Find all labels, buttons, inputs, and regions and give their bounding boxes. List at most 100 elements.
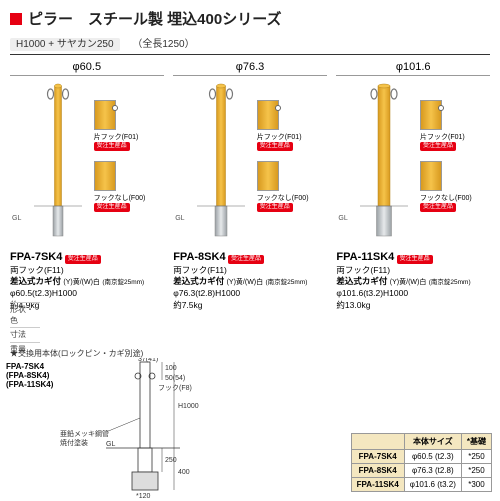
svg-text:50(54): 50(54)	[165, 375, 185, 382]
table-row: FPA-11SK4φ101.6 (t3.2)*300	[351, 478, 491, 492]
callout-single-hook: 片フック(F01) 受注生産品	[420, 100, 490, 151]
variant-column: φ101.6	[336, 59, 490, 311]
model-info: FPA-11SK4 受注生産品 両フック(F11) 差込式カギ付 (Y)黄/(W…	[336, 250, 490, 311]
thumb-icon	[420, 161, 442, 191]
badge: 受注生産品	[397, 255, 433, 264]
callout-label: 片フック(F01)	[420, 132, 465, 142]
diagram-paren-codes: (FPA-8SK4) (FPA-11SK4)	[6, 371, 53, 389]
weight: 約13.0kg	[336, 300, 370, 310]
table-body: FPA-7SK4φ60.5 (t2.3)*250FPA-8SK4φ76.3 (t…	[351, 450, 491, 492]
badge: 受注生産品	[257, 203, 293, 212]
callout-label: 片フック(F01)	[257, 132, 302, 142]
header-square-icon	[10, 13, 22, 25]
product-illustration: GL 片フック(F01) 受注生産品 フックなし(F00) 受注生産品	[10, 80, 164, 250]
svg-text:100: 100	[165, 365, 177, 372]
tech-diagram: FPA-7SK4 (FPA-8SK4) (FPA-11SK4) GL 37(41…	[10, 358, 250, 498]
table-header	[351, 434, 404, 450]
callout-no-hook: フックなし(F00) 受注生産品	[420, 161, 490, 212]
hook-type: 両フック(F11)	[173, 265, 227, 275]
callout-no-hook: フックなし(F00) 受注生産品	[257, 161, 327, 212]
thumb-icon	[94, 100, 116, 130]
badge: 受注生産品	[420, 203, 456, 212]
badge: 受注生産品	[94, 203, 130, 212]
pillar-icon	[28, 80, 88, 250]
svg-text:フック(F8): フック(F8)	[158, 384, 192, 392]
pipe-note-1: 亜鉛メッキ鋼管	[60, 429, 109, 438]
diagram-model-labels: FPA-7SK4 (FPA-8SK4) (FPA-11SK4)	[6, 362, 53, 389]
south-lock: (南京錠25mm)	[266, 279, 308, 286]
table-cell: *300	[461, 478, 491, 492]
gl-label: GL	[12, 215, 21, 222]
badge: 受注生産品	[228, 255, 264, 264]
header: ピラー スチール製 埋込400シリーズ	[0, 0, 500, 33]
badge: 受注生産品	[65, 255, 101, 264]
table-header: *基礎	[461, 434, 491, 450]
table-cell: φ101.6 (t3.2)	[404, 478, 461, 492]
badge: 受注生産品	[420, 142, 456, 151]
svg-text:H1000: H1000	[178, 403, 199, 410]
model-code: FPA-7SK4	[10, 251, 62, 263]
gl-label: GL	[175, 215, 184, 222]
callout-no-hook: フックなし(F00) 受注生産品	[94, 161, 164, 212]
pipe-note-2: 焼付塗装	[60, 438, 88, 447]
color-opts: (Y)黄/(W)白	[227, 279, 264, 286]
diameter-label: φ76.3	[173, 59, 327, 76]
spec-table: 本体サイズ*基礎 FPA-7SK4φ60.5 (t2.3)*250FPA-8SK…	[351, 433, 492, 492]
label-size: 寸法	[10, 327, 40, 341]
callouts: 片フック(F01) 受注生産品 フックなし(F00) 受注生産品	[257, 100, 327, 222]
table-cell: φ60.5 (t2.3)	[404, 450, 461, 464]
thumb-icon	[257, 161, 279, 191]
callout-single-hook: 片フック(F01) 受注生産品	[94, 100, 164, 151]
pillar-icon	[191, 80, 251, 250]
weight: 約7.5kg	[173, 300, 202, 310]
table-cell: *250	[461, 464, 491, 478]
dim-top: 37(41)	[138, 358, 158, 363]
table-cell: FPA-11SK4	[351, 478, 404, 492]
dim-badge: H1000 + サヤカン250	[10, 38, 120, 51]
thumb-icon	[94, 161, 116, 191]
model-code: FPA-8SK4	[173, 251, 225, 263]
diameter-label: φ101.6	[336, 59, 490, 76]
color-opts: (Y)黄/(W)白	[63, 279, 100, 286]
keylock: 差込式カギ付	[173, 276, 224, 286]
keylock: 差込式カギ付	[336, 276, 387, 286]
thumb-icon	[420, 100, 442, 130]
callout-label: フックなし(F00)	[94, 193, 146, 203]
table-header-row: 本体サイズ*基礎	[351, 434, 491, 450]
south-lock: (南京錠25mm)	[429, 279, 471, 286]
table-cell: *250	[461, 450, 491, 464]
hook-type: 両フック(F11)	[336, 265, 390, 275]
keylock: 差込式カギ付	[10, 276, 61, 286]
callout-label: フックなし(F00)	[257, 193, 309, 203]
diagram-main-code: FPA-7SK4	[6, 362, 53, 371]
svg-text:*120: *120	[136, 493, 151, 498]
product-illustration: GL 片フック(F01) 受注生産品 フックなし(F00) 受注生産品	[173, 80, 327, 250]
svg-text:250: 250	[165, 457, 177, 464]
svg-text:400: 400	[178, 469, 190, 476]
table-header: 本体サイズ	[404, 434, 461, 450]
table-row: FPA-8SK4φ76.3 (t2.8)*250	[351, 464, 491, 478]
variant-column: φ76.3	[173, 59, 327, 311]
table-cell: FPA-7SK4	[351, 450, 404, 464]
page-title: ピラー スチール製 埋込400シリーズ	[28, 8, 281, 29]
table: 本体サイズ*基礎 FPA-7SK4φ60.5 (t2.3)*250FPA-8SK…	[351, 433, 492, 492]
south-lock: (南京錠25mm)	[102, 279, 144, 286]
thumb-icon	[257, 100, 279, 130]
hook-type: 両フック(F11)	[10, 265, 64, 275]
table-cell: φ76.3 (t2.8)	[404, 464, 461, 478]
pillar-icon	[354, 80, 414, 250]
callouts: 片フック(F01) 受注生産品 フックなし(F00) 受注生産品	[94, 100, 164, 222]
model-code: FPA-11SK4	[336, 251, 394, 263]
svg-text:GL: GL	[106, 441, 115, 448]
callout-single-hook: 片フック(F01) 受注生産品	[257, 100, 327, 151]
table-cell: FPA-8SK4	[351, 464, 404, 478]
gl-label: GL	[338, 215, 347, 222]
dimension: φ76.3(t2.8)H1000	[173, 288, 240, 298]
color-opts: (Y)黄/(W)白	[390, 279, 427, 286]
dimension: φ101.6(t3.2)H1000	[336, 288, 408, 298]
callouts: 片フック(F01) 受注生産品 フックなし(F00) 受注生産品	[420, 100, 490, 222]
table-row: FPA-7SK4φ60.5 (t2.3)*250	[351, 450, 491, 464]
variants-row: φ60.5	[0, 55, 500, 311]
model-info: FPA-8SK4 受注生産品 両フック(F11) 差込式カギ付 (Y)黄/(W)…	[173, 250, 327, 311]
variant-column: φ60.5	[10, 59, 164, 311]
